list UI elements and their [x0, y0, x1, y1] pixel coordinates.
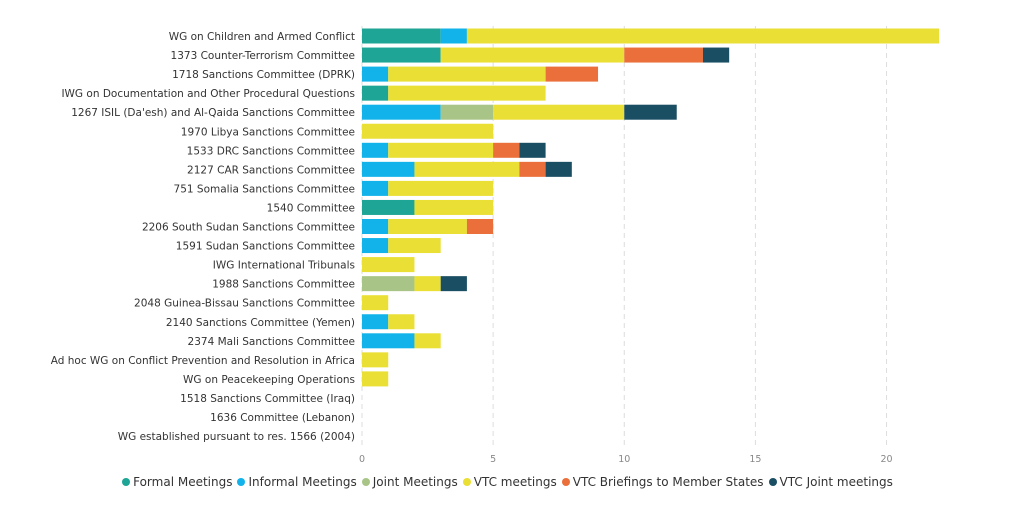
bar-segment-vtc-meetings [362, 257, 415, 273]
bar-segment-formal-meetings [362, 85, 389, 101]
bar-segment-vtc-meetings [414, 333, 441, 349]
bar-segment-vtc-meetings [388, 85, 546, 101]
category-label: 1718 Sanctions Committee (DPRK) [172, 69, 355, 81]
category-label: WG established pursuant to res. 1566 (20… [118, 431, 355, 443]
x-tick-label: 20 [880, 454, 892, 465]
legend: Formal Meetings Informal Meetings Joint Me… [0, 471, 1015, 493]
bar-segment-formal-meetings [362, 199, 415, 215]
bar-segment-informal-meetings [362, 180, 389, 196]
bar-segment-vtc-meetings [362, 123, 494, 139]
category-label: 1518 Sanctions Committee (Iraq) [180, 393, 355, 405]
legend-swatch [237, 478, 246, 486]
legend-label: Joint Meetings [372, 475, 458, 489]
x-axis-ticks: 0 5 10 15 20 [359, 454, 893, 465]
bar-segment-vtc-briefings-to-member-states [493, 142, 520, 158]
bar-segment-vtc-meetings [493, 104, 625, 120]
bar-segment-vtc-joint-meetings [624, 104, 677, 120]
category-label: 1540 Committee [267, 202, 355, 214]
bar-segment-informal-meetings [362, 104, 441, 120]
bar-segment-vtc-meetings [414, 161, 520, 177]
legend-swatch [122, 478, 131, 486]
bar-segment-formal-meetings [362, 28, 441, 44]
legend-item[interactable]: Formal Meetings [122, 475, 232, 489]
bar-segment-vtc-briefings-to-member-states [466, 219, 494, 234]
category-labels: WG on Children and Armed Conflict 1373 Co… [51, 31, 355, 443]
legend-item[interactable]: Joint Meetings [361, 475, 458, 489]
legend-label: VTC Briefings to Member States [572, 475, 764, 489]
category-label: 751 Somalia Sanctions Committee [174, 183, 355, 195]
bar-segment-vtc-meetings [362, 352, 389, 368]
grid-lines [361, 26, 888, 445]
bar-segment-vtc-meetings [388, 314, 415, 330]
category-label: WG on Peacekeeping Operations [183, 374, 355, 386]
bar-segment-informal-meetings [362, 219, 389, 234]
category-label: Ad hoc WG on Conflict Prevention and Res… [51, 355, 355, 367]
legend-label: VTC meetings [473, 475, 557, 489]
legend-swatch [768, 478, 777, 486]
category-label: IWG International Tribunals [213, 260, 355, 272]
bar-segment-vtc-briefings-to-member-states [545, 66, 599, 82]
x-tick-label: 15 [749, 454, 761, 465]
bar-segment-informal-meetings [362, 66, 389, 82]
legend-swatch [462, 478, 471, 486]
legend-item[interactable]: Informal Meetings [237, 475, 357, 489]
category-label: 1533 DRC Sanctions Committee [187, 145, 355, 157]
bar-segment-informal-meetings [362, 142, 389, 158]
legend-item[interactable]: VTC Joint meetings [768, 475, 893, 489]
legend-swatch [361, 478, 370, 486]
bar-segment-vtc-meetings [388, 219, 467, 234]
bar-segment-informal-meetings [362, 333, 415, 349]
x-tick-label: 5 [490, 454, 496, 465]
legend-label: Informal Meetings [248, 475, 357, 489]
category-label: 1636 Committee (Lebanon) [210, 412, 355, 424]
x-tick-label: 0 [359, 454, 365, 465]
bar-segment-vtc-meetings [362, 371, 389, 387]
bar-segment-joint-meetings [440, 104, 494, 120]
category-label: 2206 South Sudan Sanctions Committee [142, 222, 355, 234]
bar-segment-vtc-briefings-to-member-states [519, 161, 546, 177]
bar-segment-vtc-joint-meetings [545, 161, 572, 177]
bar-segment-formal-meetings [362, 47, 441, 63]
legend-label: Formal Meetings [133, 475, 233, 489]
category-label: 1988 Sanctions Committee [212, 279, 355, 291]
bar-segment-vtc-joint-meetings [440, 276, 467, 292]
bar-segment-vtc-meetings [466, 28, 939, 44]
category-label: 2140 Sanctions Committee (Yemen) [166, 317, 355, 329]
bar-segment-vtc-meetings [362, 295, 389, 311]
stacked-bar-chart: WG on Children and Armed Conflict 1373 Co… [51, 26, 939, 465]
legend-item[interactable]: VTC meetings [462, 475, 557, 489]
category-label: 1267 ISIL (Da'esh) and Al-Qaida Sanction… [71, 107, 355, 119]
category-label: 1591 Sudan Sanctions Committee [176, 241, 355, 253]
bar-segment-vtc-joint-meetings [702, 47, 730, 63]
bar-segment-vtc-meetings [440, 47, 625, 63]
x-tick-label: 10 [618, 454, 630, 465]
bar-segment-vtc-meetings [388, 238, 441, 254]
category-label: IWG on Documentation and Other Procedura… [61, 88, 355, 100]
bar-segment-informal-meetings [362, 314, 389, 330]
legend-swatch [561, 478, 570, 486]
bar-segment-vtc-meetings [388, 66, 546, 82]
bar-segment-informal-meetings [362, 161, 415, 177]
bar-segment-vtc-meetings [388, 180, 494, 196]
bar-segment-vtc-meetings [414, 276, 441, 292]
bar-segment-vtc-briefings-to-member-states [624, 47, 703, 63]
bar-segment-vtc-joint-meetings [519, 142, 546, 158]
category-label: 2374 Mali Sanctions Committee [188, 336, 355, 348]
category-label: 1970 Libya Sanctions Committee [181, 126, 355, 138]
legend-item[interactable]: VTC Briefings to Member States [561, 475, 764, 489]
legend-label: VTC Joint meetings [779, 475, 893, 489]
category-label: 2127 CAR Sanctions Committee [187, 164, 355, 176]
bar-segment-vtc-meetings [414, 199, 494, 215]
bar-segment-informal-meetings [440, 28, 467, 44]
category-label: WG on Children and Armed Conflict [169, 31, 355, 43]
bar-segment-joint-meetings [362, 276, 415, 292]
category-label: 1373 Counter-Terrorism Committee [171, 50, 355, 62]
category-label: 2048 Guinea-Bissau Sanctions Committee [134, 298, 355, 310]
bars [362, 28, 939, 387]
bar-segment-informal-meetings [362, 238, 389, 254]
bar-segment-vtc-meetings [388, 142, 494, 158]
